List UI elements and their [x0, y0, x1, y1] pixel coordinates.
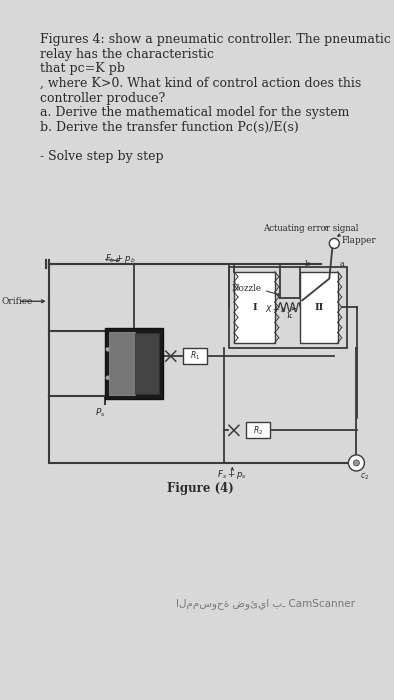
Circle shape	[353, 460, 359, 466]
Text: - Solve step by step: - Solve step by step	[40, 150, 164, 163]
Text: , where K>0. What kind of control action does this: , where K>0. What kind of control action…	[40, 77, 361, 90]
Bar	[135, 333, 159, 394]
Bar	[105, 328, 163, 399]
Text: b: b	[304, 260, 310, 267]
Text: $F_s + p_s$: $F_s + p_s$	[217, 468, 247, 482]
Text: $R_1$: $R_1$	[190, 350, 200, 363]
Bar	[246, 422, 270, 438]
Text: II: II	[314, 302, 323, 312]
Text: e: e	[324, 224, 329, 232]
Text: Actuating error signal: Actuating error signal	[263, 224, 359, 233]
Text: $c_2$: $c_2$	[361, 472, 370, 482]
Text: Figure (4): Figure (4)	[167, 482, 233, 495]
Bar	[183, 348, 207, 364]
Bar	[234, 272, 275, 343]
Text: b. Derive the transfer function Pc(s)/E(s): b. Derive the transfer function Pc(s)/E(…	[40, 120, 299, 134]
Circle shape	[329, 239, 339, 248]
Text: $X + x$: $X + x$	[265, 303, 287, 314]
Text: controller produce?: controller produce?	[40, 92, 165, 104]
Text: $P_s$: $P_s$	[95, 406, 106, 419]
Text: $R_2$: $R_2$	[253, 424, 263, 437]
Text: I: I	[252, 302, 257, 312]
Circle shape	[348, 455, 364, 471]
Circle shape	[106, 347, 110, 351]
Text: relay has the characteristic: relay has the characteristic	[40, 48, 214, 61]
Text: Nozzle: Nozzle	[232, 284, 262, 293]
Text: الممسوحة ضوئيا بـ CamScanner: الممسوحة ضوئيا بـ CamScanner	[176, 598, 355, 609]
Bar	[300, 272, 338, 343]
Text: k: k	[287, 312, 292, 320]
Text: that pc=K pb: that pc=K pb	[40, 62, 125, 76]
Bar	[109, 332, 135, 395]
Bar	[229, 267, 347, 348]
Text: Figures 4: show a pneumatic controller. The pneumatic: Figures 4: show a pneumatic controller. …	[40, 33, 391, 46]
Text: Orifice: Orifice	[2, 297, 33, 306]
Text: a: a	[339, 260, 344, 267]
Text: Flapper: Flapper	[341, 236, 376, 245]
Text: $F_b + p_b$: $F_b + p_b$	[105, 252, 136, 265]
Circle shape	[106, 376, 110, 380]
Text: a. Derive the mathematical model for the system: a. Derive the mathematical model for the…	[40, 106, 349, 119]
